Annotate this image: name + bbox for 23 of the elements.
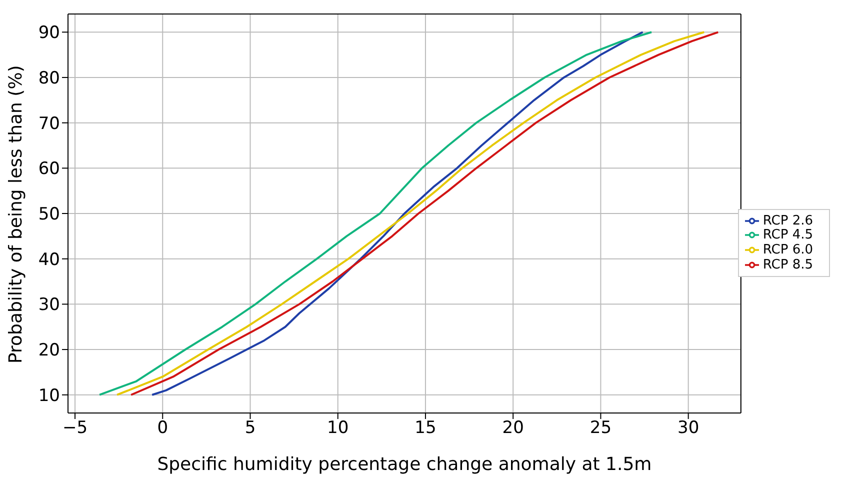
legend-label: RCP 6.0 [762,242,813,258]
x-axis-title: Specific humidity percentage change anomaly at 1.5m [157,454,652,475]
x-tick-label: 15 [414,418,436,438]
x-tick-label: 25 [590,418,612,438]
y-axis-title: Probability of being less than (%) [5,65,26,364]
x-tick-label: 10 [327,418,349,438]
x-tick-label: 30 [678,418,700,438]
y-tick-label: 50 [38,204,60,225]
legend-label: RCP 8.5 [762,257,813,272]
y-tick-label: 80 [38,68,60,89]
x-tick-label: 0 [157,418,168,438]
y-tick-label: 40 [38,250,60,270]
y-tick-label: 90 [38,23,60,44]
x-tick-label: 5 [244,418,256,438]
legend-label: RCP 2.6 [762,213,813,228]
x-tick-label: −5 [62,418,88,438]
y-tick-label: 30 [38,295,60,316]
x-tick-label: 20 [502,418,524,438]
y-tick-label: 10 [38,386,60,406]
legend-label: RCP 4.5 [762,228,813,243]
y-tick-label: 20 [38,340,60,361]
y-tick-label: 70 [38,114,60,134]
y-tick-label: 60 [38,159,60,180]
